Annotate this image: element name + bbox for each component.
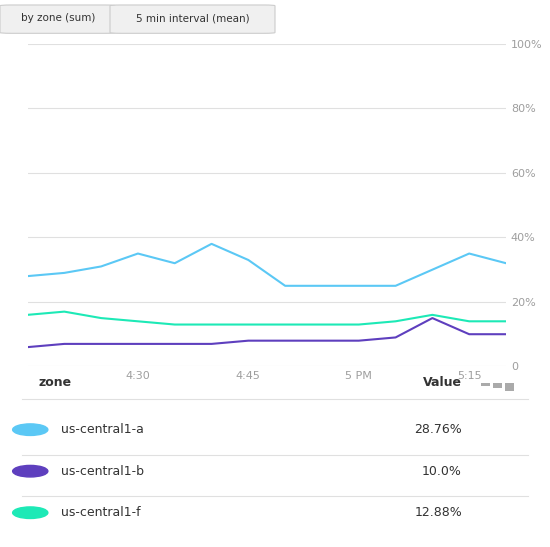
- Text: 28.76%: 28.76%: [414, 423, 462, 436]
- Text: zone: zone: [39, 376, 72, 389]
- Text: 5 min interval (mean): 5 min interval (mean): [136, 13, 249, 24]
- Circle shape: [13, 465, 48, 477]
- FancyBboxPatch shape: [505, 383, 514, 391]
- Text: 10.0%: 10.0%: [422, 465, 462, 478]
- Text: by zone (sum): by zone (sum): [20, 13, 95, 24]
- Text: us-central1-b: us-central1-b: [60, 465, 144, 478]
- Text: us-central1-a: us-central1-a: [60, 423, 144, 436]
- FancyBboxPatch shape: [110, 5, 275, 33]
- FancyBboxPatch shape: [481, 383, 490, 386]
- Circle shape: [13, 507, 48, 519]
- Text: Value: Value: [423, 376, 462, 389]
- Text: 12.88%: 12.88%: [414, 506, 462, 519]
- FancyBboxPatch shape: [493, 383, 502, 388]
- FancyBboxPatch shape: [0, 5, 116, 33]
- Circle shape: [13, 424, 48, 435]
- Text: us-central1-f: us-central1-f: [60, 506, 140, 519]
